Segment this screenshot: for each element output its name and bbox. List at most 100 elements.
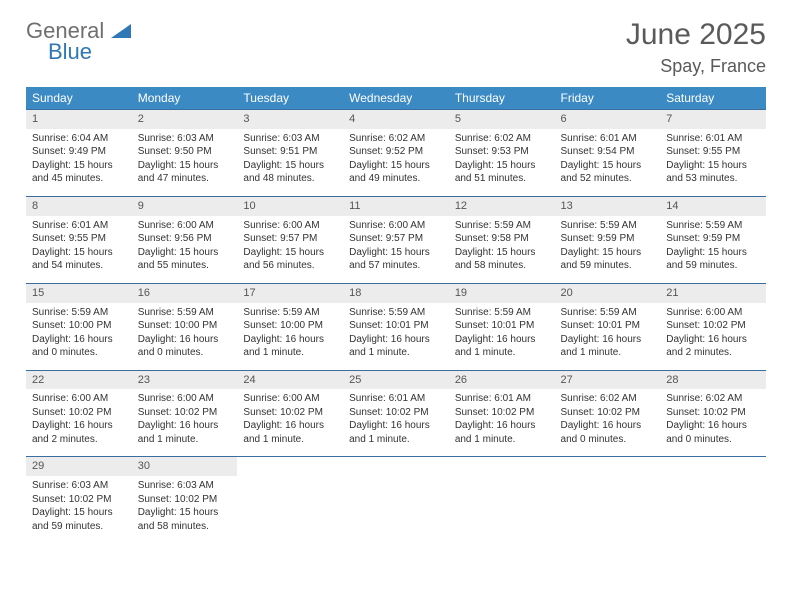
day-day1: Daylight: 15 hours bbox=[455, 159, 549, 173]
day-day2: and 0 minutes. bbox=[666, 433, 760, 447]
day-cell: 8Sunrise: 6:01 AMSunset: 9:55 PMDaylight… bbox=[26, 196, 132, 283]
day-cell: 28Sunrise: 6:02 AMSunset: 10:02 PMDaylig… bbox=[660, 370, 766, 457]
day-day2: and 59 minutes. bbox=[666, 259, 760, 273]
day-sunrise: Sunrise: 6:03 AM bbox=[138, 479, 232, 493]
day-sunrise: Sunrise: 6:02 AM bbox=[349, 132, 443, 146]
day-day1: Daylight: 16 hours bbox=[243, 419, 337, 433]
day-sunrise: Sunrise: 5:59 AM bbox=[561, 219, 655, 233]
day-cell bbox=[660, 457, 766, 543]
day-day1: Daylight: 15 hours bbox=[349, 246, 443, 260]
day-day2: and 0 minutes. bbox=[561, 433, 655, 447]
dow-row: Sunday Monday Tuesday Wednesday Thursday… bbox=[26, 87, 766, 110]
day-day1: Daylight: 15 hours bbox=[138, 506, 232, 520]
day-sunset: Sunset: 9:58 PM bbox=[455, 232, 549, 246]
day-day1: Daylight: 16 hours bbox=[32, 333, 126, 347]
day-body: Sunrise: 5:59 AMSunset: 10:00 PMDaylight… bbox=[237, 303, 343, 370]
day-day2: and 49 minutes. bbox=[349, 172, 443, 186]
dow-wednesday: Wednesday bbox=[343, 87, 449, 110]
day-cell: 2Sunrise: 6:03 AMSunset: 9:50 PMDaylight… bbox=[132, 110, 238, 197]
day-sunrise: Sunrise: 6:00 AM bbox=[243, 219, 337, 233]
day-number: 21 bbox=[660, 284, 766, 303]
calendar-table: Sunday Monday Tuesday Wednesday Thursday… bbox=[26, 87, 766, 543]
day-sunset: Sunset: 10:01 PM bbox=[561, 319, 655, 333]
day-sunset: Sunset: 10:02 PM bbox=[243, 406, 337, 420]
day-body: Sunrise: 6:01 AMSunset: 10:02 PMDaylight… bbox=[343, 389, 449, 456]
day-day2: and 57 minutes. bbox=[349, 259, 443, 273]
day-day2: and 59 minutes. bbox=[561, 259, 655, 273]
day-sunrise: Sunrise: 5:59 AM bbox=[138, 306, 232, 320]
day-number-empty bbox=[237, 457, 343, 476]
day-body: Sunrise: 5:59 AMSunset: 10:00 PMDaylight… bbox=[132, 303, 238, 370]
day-day1: Daylight: 15 hours bbox=[455, 246, 549, 260]
day-cell: 1Sunrise: 6:04 AMSunset: 9:49 PMDaylight… bbox=[26, 110, 132, 197]
day-sunset: Sunset: 9:55 PM bbox=[32, 232, 126, 246]
day-day1: Daylight: 16 hours bbox=[666, 333, 760, 347]
day-cell bbox=[449, 457, 555, 543]
day-day2: and 56 minutes. bbox=[243, 259, 337, 273]
day-number: 20 bbox=[555, 284, 661, 303]
day-cell: 10Sunrise: 6:00 AMSunset: 9:57 PMDayligh… bbox=[237, 196, 343, 283]
title-location: Spay, France bbox=[626, 56, 766, 77]
day-cell: 5Sunrise: 6:02 AMSunset: 9:53 PMDaylight… bbox=[449, 110, 555, 197]
day-cell: 17Sunrise: 5:59 AMSunset: 10:00 PMDaylig… bbox=[237, 283, 343, 370]
day-number: 16 bbox=[132, 284, 238, 303]
day-sunrise: Sunrise: 5:59 AM bbox=[455, 219, 549, 233]
day-cell: 25Sunrise: 6:01 AMSunset: 10:02 PMDaylig… bbox=[343, 370, 449, 457]
day-sunrise: Sunrise: 6:00 AM bbox=[138, 392, 232, 406]
day-sunrise: Sunrise: 6:00 AM bbox=[32, 392, 126, 406]
day-sunset: Sunset: 10:02 PM bbox=[666, 406, 760, 420]
day-number: 19 bbox=[449, 284, 555, 303]
day-number: 25 bbox=[343, 371, 449, 390]
day-sunset: Sunset: 10:02 PM bbox=[455, 406, 549, 420]
day-number: 1 bbox=[26, 110, 132, 129]
day-day2: and 2 minutes. bbox=[666, 346, 760, 360]
day-day1: Daylight: 16 hours bbox=[243, 333, 337, 347]
day-day1: Daylight: 15 hours bbox=[666, 246, 760, 260]
title-month: June 2025 bbox=[626, 18, 766, 52]
day-sunset: Sunset: 9:50 PM bbox=[138, 145, 232, 159]
day-day1: Daylight: 15 hours bbox=[666, 159, 760, 173]
day-sunrise: Sunrise: 5:59 AM bbox=[666, 219, 760, 233]
day-cell: 24Sunrise: 6:00 AMSunset: 10:02 PMDaylig… bbox=[237, 370, 343, 457]
week-row: 15Sunrise: 5:59 AMSunset: 10:00 PMDaylig… bbox=[26, 283, 766, 370]
day-cell bbox=[237, 457, 343, 543]
day-sunset: Sunset: 9:56 PM bbox=[138, 232, 232, 246]
day-number: 2 bbox=[132, 110, 238, 129]
logo: General Blue bbox=[26, 18, 131, 65]
day-sunrise: Sunrise: 5:59 AM bbox=[349, 306, 443, 320]
day-sunset: Sunset: 9:53 PM bbox=[455, 145, 549, 159]
day-day2: and 54 minutes. bbox=[32, 259, 126, 273]
day-day2: and 0 minutes. bbox=[138, 346, 232, 360]
day-cell: 26Sunrise: 6:01 AMSunset: 10:02 PMDaylig… bbox=[449, 370, 555, 457]
logo-triangle-icon bbox=[111, 25, 131, 42]
day-sunrise: Sunrise: 6:00 AM bbox=[138, 219, 232, 233]
day-number-empty bbox=[449, 457, 555, 476]
day-cell: 4Sunrise: 6:02 AMSunset: 9:52 PMDaylight… bbox=[343, 110, 449, 197]
day-sunset: Sunset: 9:52 PM bbox=[349, 145, 443, 159]
day-day2: and 58 minutes. bbox=[138, 520, 232, 534]
day-day1: Daylight: 16 hours bbox=[138, 419, 232, 433]
day-cell: 29Sunrise: 6:03 AMSunset: 10:02 PMDaylig… bbox=[26, 457, 132, 543]
day-body: Sunrise: 5:59 AMSunset: 10:01 PMDaylight… bbox=[449, 303, 555, 370]
day-body: Sunrise: 6:03 AMSunset: 10:02 PMDaylight… bbox=[132, 476, 238, 543]
day-sunset: Sunset: 9:49 PM bbox=[32, 145, 126, 159]
day-day1: Daylight: 15 hours bbox=[561, 246, 655, 260]
day-body: Sunrise: 6:00 AMSunset: 10:02 PMDaylight… bbox=[26, 389, 132, 456]
day-body: Sunrise: 6:01 AMSunset: 9:55 PMDaylight:… bbox=[660, 129, 766, 196]
dow-saturday: Saturday bbox=[660, 87, 766, 110]
day-sunrise: Sunrise: 5:59 AM bbox=[455, 306, 549, 320]
day-number: 30 bbox=[132, 457, 238, 476]
day-body: Sunrise: 5:59 AMSunset: 10:01 PMDaylight… bbox=[343, 303, 449, 370]
day-day2: and 1 minute. bbox=[349, 346, 443, 360]
day-day2: and 1 minute. bbox=[561, 346, 655, 360]
day-day2: and 1 minute. bbox=[243, 433, 337, 447]
day-day2: and 48 minutes. bbox=[243, 172, 337, 186]
day-sunrise: Sunrise: 6:01 AM bbox=[666, 132, 760, 146]
dow-friday: Friday bbox=[555, 87, 661, 110]
day-number: 6 bbox=[555, 110, 661, 129]
day-sunset: Sunset: 9:54 PM bbox=[561, 145, 655, 159]
day-sunrise: Sunrise: 5:59 AM bbox=[243, 306, 337, 320]
day-number: 10 bbox=[237, 197, 343, 216]
day-cell: 12Sunrise: 5:59 AMSunset: 9:58 PMDayligh… bbox=[449, 196, 555, 283]
day-number: 3 bbox=[237, 110, 343, 129]
